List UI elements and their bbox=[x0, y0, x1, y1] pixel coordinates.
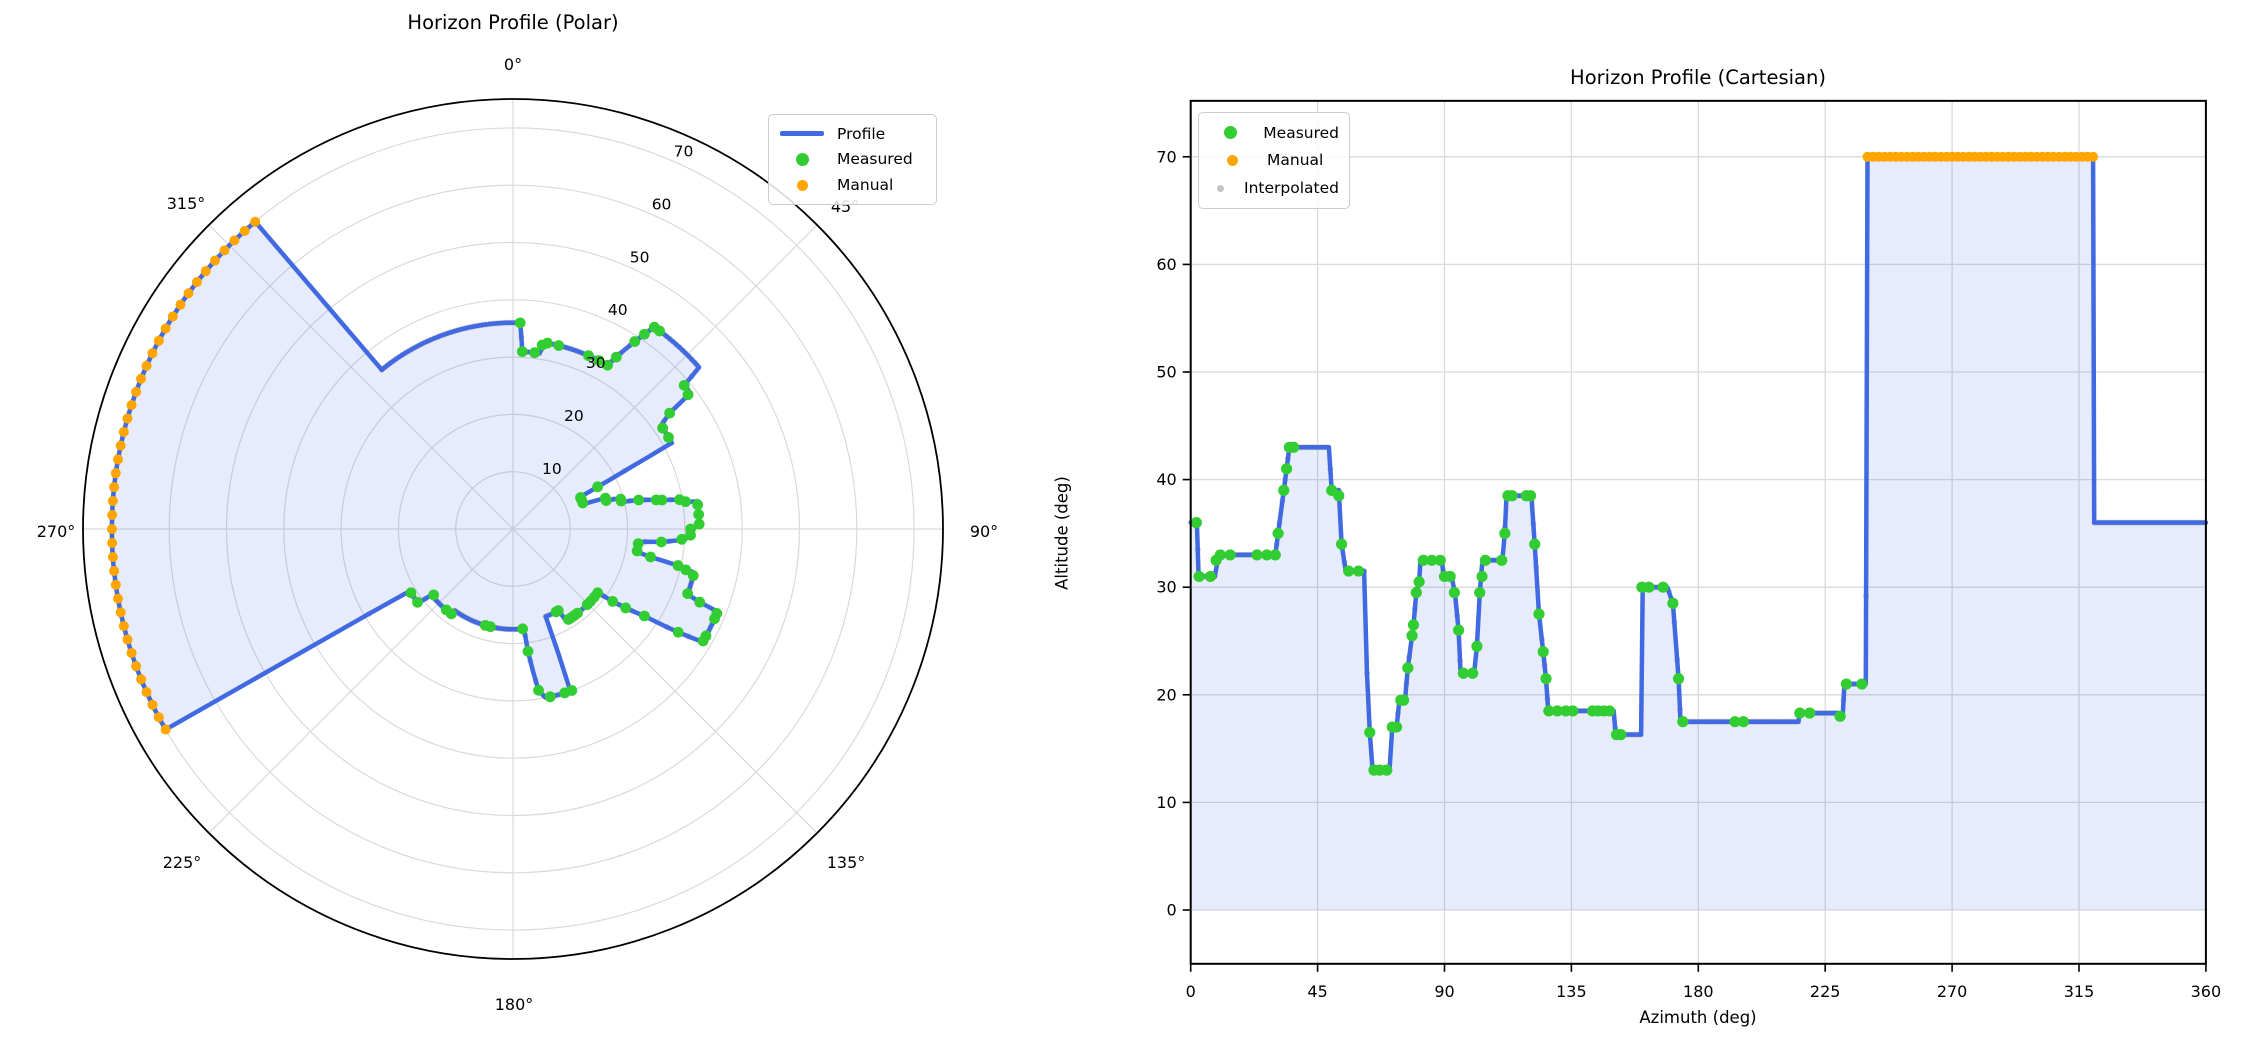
svg-text:40: 40 bbox=[608, 301, 628, 319]
manual-dot-marker bbox=[796, 179, 808, 191]
svg-text:40: 40 bbox=[1156, 470, 1176, 489]
polar-grid bbox=[83, 99, 943, 959]
svg-text:135°: 135° bbox=[827, 853, 866, 872]
r-tick-labels: 10 20 30 40 50 60 70 bbox=[542, 142, 693, 478]
profile-fill bbox=[1190, 156, 2206, 911]
interpolated-dot-marker bbox=[1217, 184, 1225, 192]
svg-text:270: 270 bbox=[1937, 982, 1968, 1001]
svg-text:60: 60 bbox=[652, 195, 672, 213]
svg-text:270°: 270° bbox=[37, 522, 76, 541]
svg-text:20: 20 bbox=[1156, 685, 1176, 704]
legend-label-manual: Manual bbox=[1267, 151, 1324, 170]
cartesian-chart: 0 45 90 135 180 225 270 315 360 0 10 20 30 40 50 60 70 bbox=[1156, 99, 2222, 1001]
svg-text:180°: 180° bbox=[495, 995, 534, 1014]
legend-item-manual: Manual bbox=[779, 176, 926, 194]
svg-text:315°: 315° bbox=[167, 194, 206, 213]
legend-item-manual: Manual bbox=[1209, 151, 1339, 169]
svg-text:90: 90 bbox=[1434, 982, 1454, 1001]
polar-chart-title: Horizon Profile (Polar) bbox=[407, 11, 619, 34]
svg-text:45: 45 bbox=[1307, 982, 1327, 1001]
manual-points bbox=[1862, 151, 2099, 162]
legend-label-measured: Measured bbox=[837, 150, 913, 169]
x-tick-labels: 0 45 90 135 180 225 270 315 360 bbox=[1186, 963, 2222, 1001]
svg-text:50: 50 bbox=[630, 248, 650, 266]
profile-fill bbox=[111, 221, 718, 730]
svg-text:0: 0 bbox=[1186, 982, 1196, 1001]
svg-text:0: 0 bbox=[1167, 901, 1177, 920]
svg-text:10: 10 bbox=[542, 460, 562, 478]
legend-item-profile: Profile bbox=[779, 125, 926, 143]
svg-text:70: 70 bbox=[1156, 147, 1176, 166]
svg-text:90°: 90° bbox=[970, 522, 998, 541]
svg-text:360: 360 bbox=[2191, 982, 2222, 1001]
measured-points bbox=[405, 317, 723, 703]
legend-item-interpolated: Interpolated bbox=[1209, 179, 1339, 197]
legend-label-measured: Measured bbox=[1263, 123, 1339, 142]
svg-text:10: 10 bbox=[1156, 793, 1176, 812]
svg-text:30: 30 bbox=[1156, 578, 1176, 597]
y-axis-label: Altitude (deg) bbox=[1052, 476, 1072, 590]
svg-text:70: 70 bbox=[674, 142, 694, 160]
profile-line-marker bbox=[780, 131, 824, 137]
cartesian-chart-title: Horizon Profile (Cartesian) bbox=[1570, 66, 1826, 89]
manual-dot-marker bbox=[1226, 154, 1238, 166]
measured-dot-marker bbox=[1223, 126, 1237, 140]
legend-label-manual: Manual bbox=[837, 176, 894, 195]
svg-text:135: 135 bbox=[1556, 982, 1587, 1001]
x-axis-label: Azimuth (deg) bbox=[1639, 1008, 1757, 1027]
measured-dot-marker bbox=[795, 152, 809, 166]
polar-legend: Profile Measured Manual bbox=[768, 114, 937, 205]
legend-item-measured: Measured bbox=[1209, 124, 1339, 142]
legend-label-interpolated: Interpolated bbox=[1244, 179, 1339, 198]
svg-text:0°: 0° bbox=[504, 55, 522, 74]
manual-points bbox=[106, 216, 261, 735]
svg-text:50: 50 bbox=[1156, 363, 1176, 382]
svg-text:225: 225 bbox=[1810, 982, 1841, 1001]
polar-chart: 0°45°90°135°180°225°270°315°102030405060… bbox=[37, 55, 998, 1014]
y-tick-labels: 0 10 20 30 40 50 60 70 bbox=[1156, 147, 1191, 920]
theta-tick-labels: 0°45°90°135°180°225°270°315° bbox=[37, 55, 998, 1014]
svg-text:30: 30 bbox=[586, 354, 606, 372]
outer-circle bbox=[82, 98, 944, 960]
svg-text:180: 180 bbox=[1683, 982, 1714, 1001]
svg-text:315: 315 bbox=[2064, 982, 2095, 1001]
legend-item-measured: Measured bbox=[779, 150, 926, 168]
svg-text:225°: 225° bbox=[163, 853, 202, 872]
legend-label-profile: Profile bbox=[837, 124, 886, 143]
measured-points bbox=[1190, 441, 1868, 776]
cartesian-legend: Measured Manual Interpolated bbox=[1198, 112, 1350, 209]
svg-text:60: 60 bbox=[1156, 255, 1176, 274]
svg-text:20: 20 bbox=[564, 407, 584, 425]
